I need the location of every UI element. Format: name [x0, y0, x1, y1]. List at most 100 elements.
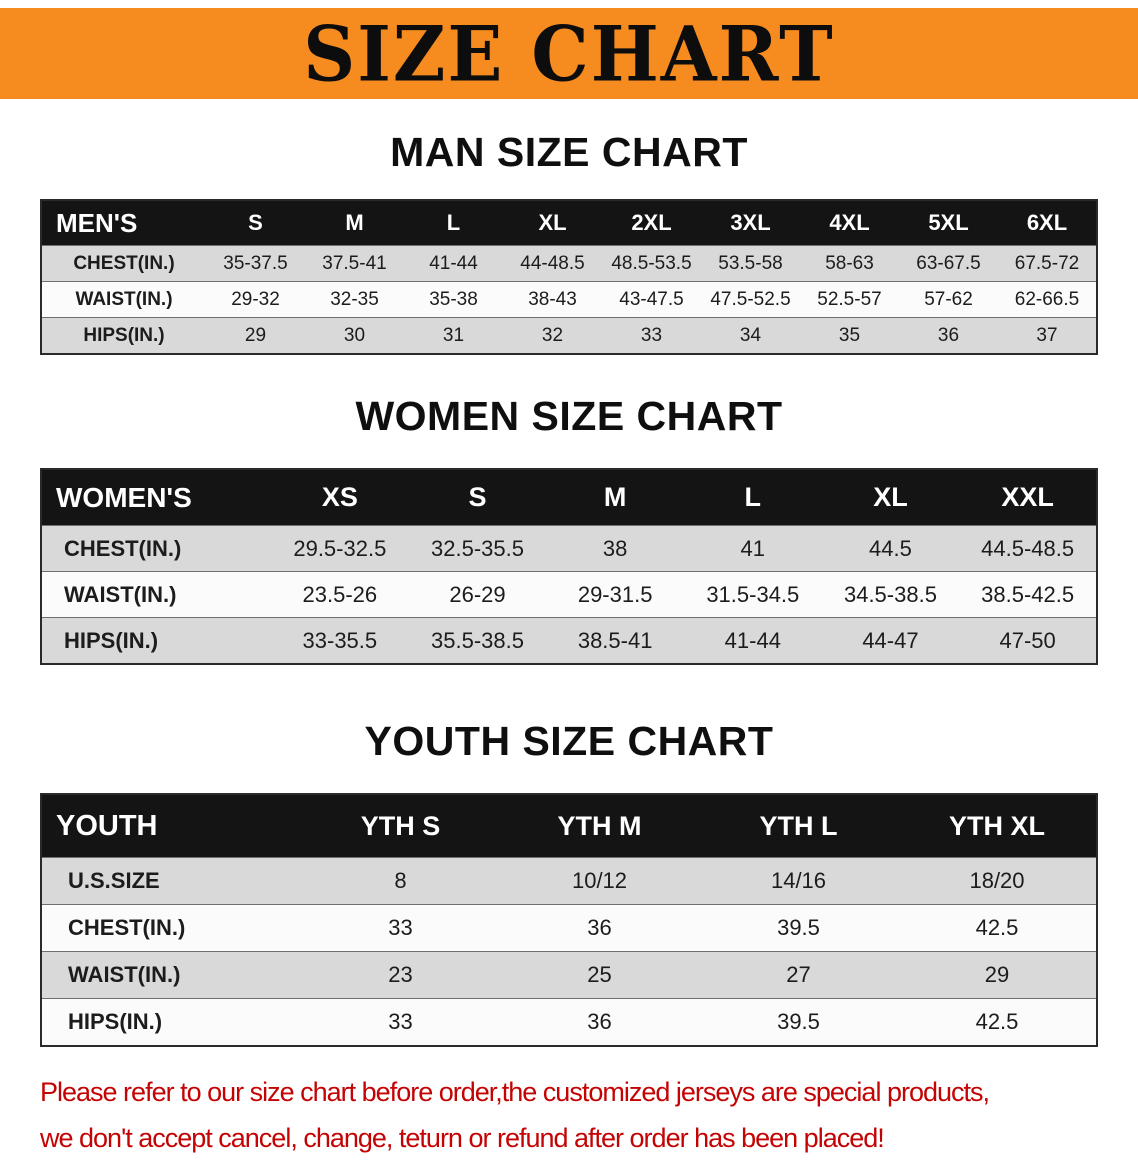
measurement-value-cell: 29: [898, 951, 1097, 999]
measurement-value-cell: 42.5: [898, 998, 1097, 1046]
measurement-value-cell: 63-67.5: [899, 245, 998, 282]
measurement-value-cell: 37: [998, 317, 1097, 354]
table-title-cell: YOUTH: [41, 794, 301, 858]
table-header-row: MEN'S S M L XL 2XL 3XL 4XL 5XL 6XL: [41, 200, 1097, 246]
measurement-value-cell: 37.5-41: [305, 245, 404, 282]
women-size-section: WOMEN SIZE CHART WOMEN'S XS S M L XL XXL CHEST(…: [0, 393, 1138, 665]
measurement-value-cell: 29.5-32.5: [271, 525, 409, 572]
measurement-value-cell: 39.5: [699, 904, 898, 952]
measurement-value-cell: 57-62: [899, 281, 998, 318]
measurement-value-cell: 41: [683, 525, 822, 572]
size-column-header-cell: 5XL: [899, 200, 998, 246]
table-row: WAIST(IN.) 23.5-26 26-29 29-31.5 31.5-34.5 34…: [41, 571, 1097, 618]
row-label-cell: HIPS(IN.): [41, 617, 271, 664]
size-column-header-cell: XL: [503, 200, 602, 246]
size-column-header-cell: 3XL: [701, 200, 800, 246]
row-label-cell: WAIST(IN.): [41, 571, 271, 618]
measurement-value-cell: 41-44: [404, 245, 503, 282]
disclaimer-line-1: Please refer to our size chart before or…: [40, 1077, 990, 1107]
table-row: HIPS(IN.) 29 30 31 32 33 34 35 36 37: [41, 317, 1097, 354]
measurement-value-cell: 44.5: [821, 525, 960, 572]
women-size-table: WOMEN'S XS S M L XL XXL CHEST(IN.) 29.5-32.5 32.5…: [40, 468, 1098, 665]
table-title-cell: WOMEN'S: [41, 469, 271, 526]
measurement-value-cell: 14/16: [699, 857, 898, 905]
youth-section-heading: YOUTH SIZE CHART: [364, 718, 774, 764]
measurement-value-cell: 52.5-57: [800, 281, 899, 318]
size-column-header-cell: XXL: [959, 469, 1097, 526]
table-row: HIPS(IN.) 33-35.5 35.5-38.5 38.5-41 41-44 44-…: [41, 617, 1097, 664]
measurement-value-cell: 42.5: [898, 904, 1097, 952]
measurement-value-cell: 32.5-35.5: [408, 525, 547, 572]
size-column-header-cell: 2XL: [602, 200, 701, 246]
size-column-header-cell: L: [683, 469, 822, 526]
measurement-value-cell: 34.5-38.5: [821, 571, 960, 618]
size-column-header-cell: M: [546, 469, 684, 526]
measurement-value-cell: 31.5-34.5: [683, 571, 822, 618]
row-label-cell: WAIST(IN.): [41, 951, 301, 999]
measurement-value-cell: 39.5: [699, 998, 898, 1046]
measurement-value-cell: 62-66.5: [998, 281, 1097, 318]
measurement-value-cell: 38-43: [503, 281, 602, 318]
size-column-header-cell: YTH M: [500, 794, 699, 858]
size-column-header-cell: YTH XL: [898, 794, 1097, 858]
measurement-value-cell: 47.5-52.5: [701, 281, 800, 318]
measurement-value-cell: 25: [500, 951, 699, 999]
measurement-value-cell: 38.5-42.5: [959, 571, 1097, 618]
measurement-value-cell: 30: [305, 317, 404, 354]
measurement-value-cell: 33: [301, 904, 500, 952]
table-title-cell: MEN'S: [41, 200, 206, 246]
measurement-value-cell: 44-47: [821, 617, 960, 664]
row-label-cell: CHEST(IN.): [41, 245, 206, 282]
measurement-value-cell: 36: [500, 904, 699, 952]
measurement-value-cell: 38.5-41: [546, 617, 684, 664]
measurement-value-cell: 35: [800, 317, 899, 354]
women-section-heading: WOMEN SIZE CHART: [355, 393, 783, 439]
measurement-value-cell: 36: [500, 998, 699, 1046]
measurement-value-cell: 38: [546, 525, 684, 572]
size-column-header-cell: YTH S: [301, 794, 500, 858]
measurement-value-cell: 32: [503, 317, 602, 354]
measurement-value-cell: 67.5-72: [998, 245, 1097, 282]
table-header-row: WOMEN'S XS S M L XL XXL: [41, 469, 1097, 526]
table-row: CHEST(IN.) 33 36 39.5 42.5: [41, 904, 1097, 952]
measurement-value-cell: 44.5-48.5: [959, 525, 1097, 572]
measurement-value-cell: 29-32: [206, 281, 305, 318]
measurement-value-cell: 31: [404, 317, 503, 354]
size-column-header-cell: L: [404, 200, 503, 246]
measurement-value-cell: 53.5-58: [701, 245, 800, 282]
size-column-header-cell: 4XL: [800, 200, 899, 246]
measurement-value-cell: 43-47.5: [602, 281, 701, 318]
measurement-value-cell: 47-50: [959, 617, 1097, 664]
men-size-section: MAN SIZE CHART MEN'S S M L XL 2XL 3XL 4XL 5XL 6XL…: [0, 129, 1138, 355]
measurement-value-cell: 34: [701, 317, 800, 354]
row-label-cell: CHEST(IN.): [41, 525, 271, 572]
banner-title: SIZE CHART: [303, 8, 835, 99]
order-disclaimer-note: Please refer to our size chart before or…: [40, 1069, 1138, 1161]
measurement-value-cell: 26-29: [408, 571, 547, 618]
measurement-value-cell: 58-63: [800, 245, 899, 282]
measurement-value-cell: 35-38: [404, 281, 503, 318]
size-column-header-cell: XS: [271, 469, 409, 526]
men-size-table: MEN'S S M L XL 2XL 3XL 4XL 5XL 6XL CHEST(IN.) 35-37…: [40, 199, 1098, 355]
table-row: HIPS(IN.) 33 36 39.5 42.5: [41, 998, 1097, 1046]
row-label-cell: U.S.SIZE: [41, 857, 301, 905]
measurement-value-cell: 35.5-38.5: [408, 617, 547, 664]
measurement-value-cell: 10/12: [500, 857, 699, 905]
measurement-value-cell: 41-44: [683, 617, 822, 664]
row-label-cell: HIPS(IN.): [41, 317, 206, 354]
youth-size-table: YOUTH YTH S YTH M YTH L YTH XL U.S.SIZE 8 10/12…: [40, 793, 1098, 1047]
table-header-row: YOUTH YTH S YTH M YTH L YTH XL: [41, 794, 1097, 858]
table-row: CHEST(IN.) 35-37.5 37.5-41 41-44 44-48.5 48.5…: [41, 245, 1097, 282]
measurement-value-cell: 29: [206, 317, 305, 354]
measurement-value-cell: 44-48.5: [503, 245, 602, 282]
size-column-header-cell: M: [305, 200, 404, 246]
measurement-value-cell: 35-37.5: [206, 245, 305, 282]
men-section-heading: MAN SIZE CHART: [390, 129, 748, 175]
size-column-header-cell: 6XL: [998, 200, 1097, 246]
disclaimer-line-2: we don't accept cancel, change, teturn o…: [40, 1123, 885, 1153]
row-label-cell: CHEST(IN.): [41, 904, 301, 952]
measurement-value-cell: 23.5-26: [271, 571, 409, 618]
size-column-header-cell: XL: [821, 469, 960, 526]
table-row: CHEST(IN.) 29.5-32.5 32.5-35.5 38 41 44.5 44.5…: [41, 525, 1097, 572]
measurement-value-cell: 33: [301, 998, 500, 1046]
